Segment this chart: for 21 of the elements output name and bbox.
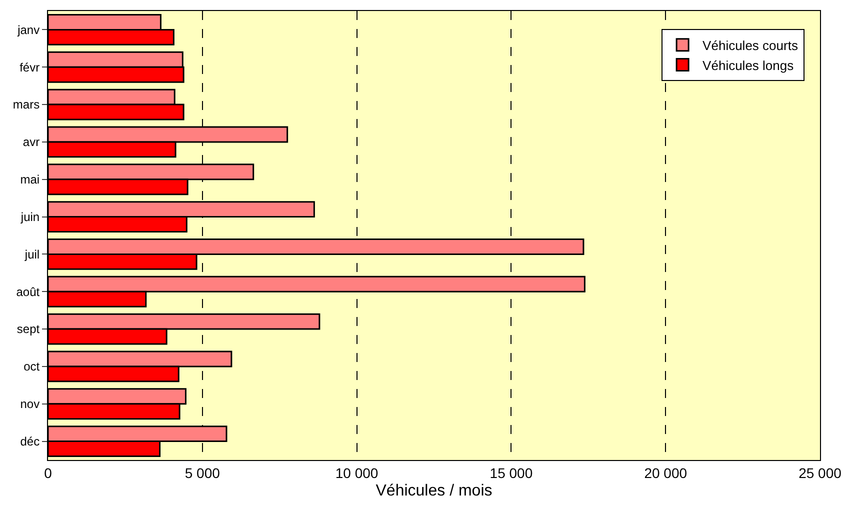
- y-tick-label: juil: [24, 247, 40, 262]
- x-tick-label: 15 000: [490, 464, 533, 481]
- legend-label: Véhicules longs: [702, 58, 794, 73]
- y-tick-label: déc: [20, 434, 40, 448]
- y-tick-label: juin: [20, 210, 40, 224]
- legend-label: Véhicules courts: [702, 38, 798, 53]
- y-tick-label: août: [16, 284, 40, 299]
- x-tick-label: 0: [44, 464, 52, 481]
- y-tick-label: févr: [20, 60, 40, 74]
- x-tick-label: 10 000: [335, 464, 378, 481]
- x-axis-title: Véhicules / mois: [376, 482, 492, 500]
- y-tick-label: mai: [20, 172, 40, 187]
- y-tick-label: avr: [22, 135, 40, 150]
- y-tick-label: janv: [16, 22, 40, 37]
- x-tick-label: 5 000: [184, 464, 220, 481]
- y-tick-label: mars: [12, 98, 40, 112]
- y-tick-label: oct: [24, 360, 40, 374]
- x-tick-label: 20 000: [644, 464, 688, 481]
- x-tick-label: 25 000: [798, 464, 842, 481]
- y-tick-label: nov: [20, 397, 40, 412]
- y-tick-label: sept: [16, 322, 40, 336]
